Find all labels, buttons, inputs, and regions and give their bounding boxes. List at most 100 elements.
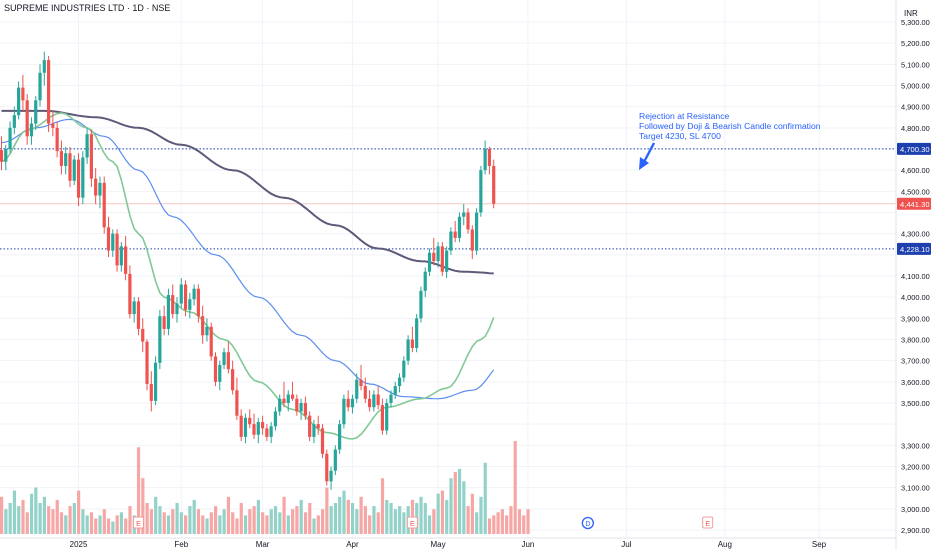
price-tick-label: 3,600.00 bbox=[901, 378, 930, 387]
volume-bar bbox=[380, 478, 385, 534]
candle-body bbox=[479, 170, 483, 213]
volume-bar bbox=[72, 503, 76, 534]
candle-body bbox=[432, 252, 436, 262]
price-tick-label: 3,500.00 bbox=[901, 399, 930, 408]
candle-body bbox=[64, 153, 68, 166]
candle-body bbox=[350, 398, 355, 408]
volume-bar bbox=[445, 499, 449, 534]
candle-body bbox=[436, 246, 440, 262]
candle-body bbox=[4, 149, 8, 162]
volume-bar bbox=[273, 506, 278, 534]
price-line-tag bbox=[897, 242, 931, 255]
volume-bar bbox=[363, 506, 367, 534]
annotation-line-3: Target 4230, SL 4700 bbox=[639, 131, 721, 141]
volume-bar bbox=[102, 509, 106, 534]
earnings-marker-label: E bbox=[136, 521, 141, 528]
candle-body bbox=[423, 271, 427, 291]
volume-bar bbox=[205, 518, 209, 534]
volume-bar bbox=[440, 490, 445, 534]
candle-body bbox=[265, 428, 269, 437]
volume-bar bbox=[188, 506, 192, 534]
candle-body bbox=[76, 159, 81, 198]
volume-bar bbox=[222, 509, 226, 534]
candle-body bbox=[72, 159, 76, 181]
candle-body bbox=[42, 60, 46, 73]
candle-body bbox=[12, 115, 16, 128]
candle-body bbox=[367, 398, 372, 408]
annotation-arrow-shaft bbox=[642, 142, 656, 163]
volume-bar bbox=[350, 503, 355, 534]
candle-body bbox=[299, 403, 303, 412]
candle-body bbox=[282, 398, 286, 403]
volume-bar bbox=[218, 515, 222, 534]
volume-bar bbox=[419, 496, 423, 534]
chart-title: SUPREME INDUSTRIES LTD · 1D · NSE bbox=[4, 3, 171, 13]
candle-body bbox=[406, 339, 410, 361]
volume-bar bbox=[291, 509, 295, 534]
volume-bar bbox=[38, 503, 42, 534]
time-tick-label: Aug bbox=[718, 540, 732, 549]
volume-bar bbox=[487, 518, 492, 534]
candle-body bbox=[205, 326, 209, 336]
candle-body bbox=[196, 288, 200, 317]
candle-body bbox=[492, 165, 496, 204]
candle-body bbox=[487, 149, 492, 166]
candle-body bbox=[136, 301, 141, 329]
price-axis[interactable]: 2,900.00 3,000.00 3,100.00 3,200.00 3,300.00… bbox=[895, 0, 932, 550]
volume-bar bbox=[269, 509, 273, 534]
annotation-text: Rejection at Resistance Followed by Doji… bbox=[639, 111, 821, 141]
volume-bar bbox=[522, 515, 526, 534]
candle-body bbox=[59, 151, 64, 166]
volume-bar bbox=[256, 499, 260, 534]
candle-body bbox=[372, 394, 376, 408]
earnings-marker bbox=[406, 516, 418, 529]
candle-body bbox=[209, 326, 213, 357]
candle-body bbox=[474, 212, 479, 251]
volume-bar bbox=[25, 512, 29, 534]
volume-bar bbox=[329, 506, 333, 534]
volume-bar bbox=[368, 515, 372, 534]
volume-bar bbox=[162, 512, 166, 534]
volume-bar bbox=[248, 509, 252, 534]
volume-bar bbox=[466, 506, 470, 534]
candle-body bbox=[17, 87, 21, 116]
candle-body bbox=[68, 153, 72, 181]
candle-body bbox=[333, 449, 337, 471]
time-axis[interactable]: 2025 Feb Mar Apr May Jun Jul Aug Sep bbox=[0, 537, 896, 549]
volume-bar bbox=[149, 509, 153, 534]
volume-bar bbox=[526, 509, 530, 534]
candle-body bbox=[419, 290, 423, 319]
candle-body bbox=[338, 424, 342, 450]
volume-bar bbox=[385, 499, 389, 534]
price-tick-label: 4,600.00 bbox=[901, 166, 930, 175]
price-tick-label: 2,900.00 bbox=[901, 526, 930, 535]
volume-bar bbox=[21, 499, 25, 534]
volume-bar bbox=[252, 506, 256, 534]
volume-bar bbox=[81, 509, 85, 534]
candle-body bbox=[346, 398, 350, 408]
volume-bar bbox=[338, 496, 342, 534]
candle-body bbox=[325, 453, 329, 482]
candle-body bbox=[153, 362, 158, 401]
candle-body bbox=[98, 182, 102, 196]
volume-bar bbox=[346, 499, 350, 534]
volume-bar bbox=[184, 515, 188, 534]
volume-bar bbox=[145, 503, 149, 534]
volume-bar bbox=[517, 509, 522, 534]
earnings-marker-label: E bbox=[705, 521, 710, 528]
volume-bar bbox=[179, 512, 183, 534]
volume-bar bbox=[428, 515, 432, 534]
volume-bar bbox=[64, 515, 68, 534]
volume-bar bbox=[342, 490, 346, 534]
candle-body bbox=[248, 417, 252, 425]
volume-bar bbox=[119, 512, 124, 534]
candle-body bbox=[55, 127, 59, 152]
volume-bar bbox=[68, 506, 72, 534]
volume-bar bbox=[355, 509, 359, 534]
volume-bar bbox=[192, 499, 196, 534]
volume-bar bbox=[282, 496, 286, 534]
volume-bar bbox=[12, 490, 17, 534]
annotation-arrow-icon bbox=[639, 142, 656, 170]
